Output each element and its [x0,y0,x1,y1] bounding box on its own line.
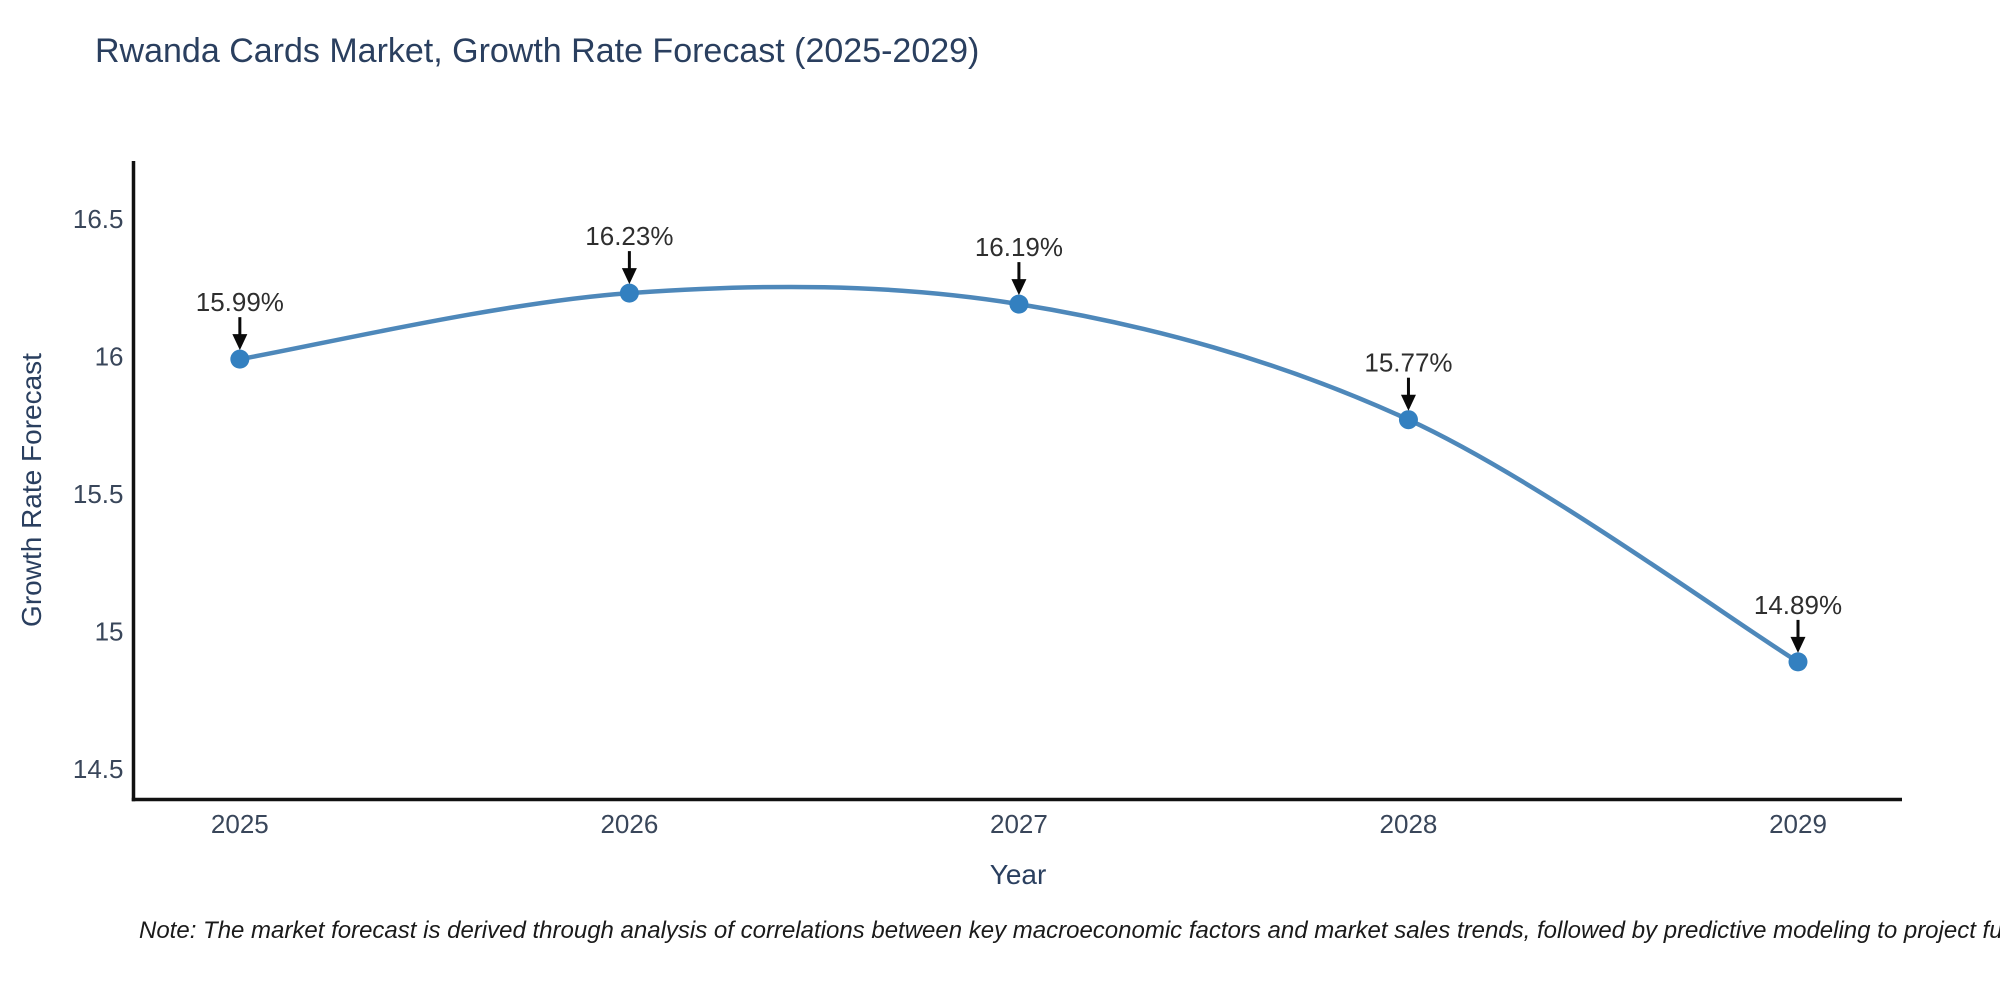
data-point-marker [1398,410,1418,430]
y-tick-label: 14.5 [73,754,124,784]
trend-line [237,284,1801,665]
x-tick-label: 2025 [211,809,269,839]
data-point-marker [230,349,250,369]
footnote: Note: The market forecast is derived thr… [139,917,2000,944]
data-point-marker [1788,652,1808,672]
annotation-arrow-head [1790,636,1806,653]
x-axis-title: Year [989,859,1047,890]
y-axis-title: Growth Rate Forecast [16,353,47,627]
annotation-label: 16.23% [585,221,673,251]
x-tick-label: 2026 [600,809,658,839]
y-tick-label: 15.5 [73,479,124,509]
annotation-arrow-head [1011,279,1027,296]
y-tick-label: 16 [95,341,124,371]
annotation-label: 14.89% [1754,590,1842,620]
x-tick-label: 2029 [1769,809,1827,839]
chart-title: Rwanda Cards Market, Growth Rate Forecas… [95,32,980,70]
data-point-marker [619,283,639,303]
annotation-arrow-head [1400,394,1416,411]
annotation-arrow-head [232,334,248,351]
annotation-label: 15.99% [196,287,284,317]
x-tick-label: 2028 [1380,809,1438,839]
x-tick-label: 2027 [990,809,1048,839]
data-point-marker [1009,294,1029,314]
y-tick-label: 15 [95,617,124,647]
annotation-label: 15.77% [1364,348,1452,378]
y-tick-label: 16.5 [73,204,124,234]
annotation-arrow-head [621,268,637,285]
annotation-label: 16.19% [975,232,1063,262]
